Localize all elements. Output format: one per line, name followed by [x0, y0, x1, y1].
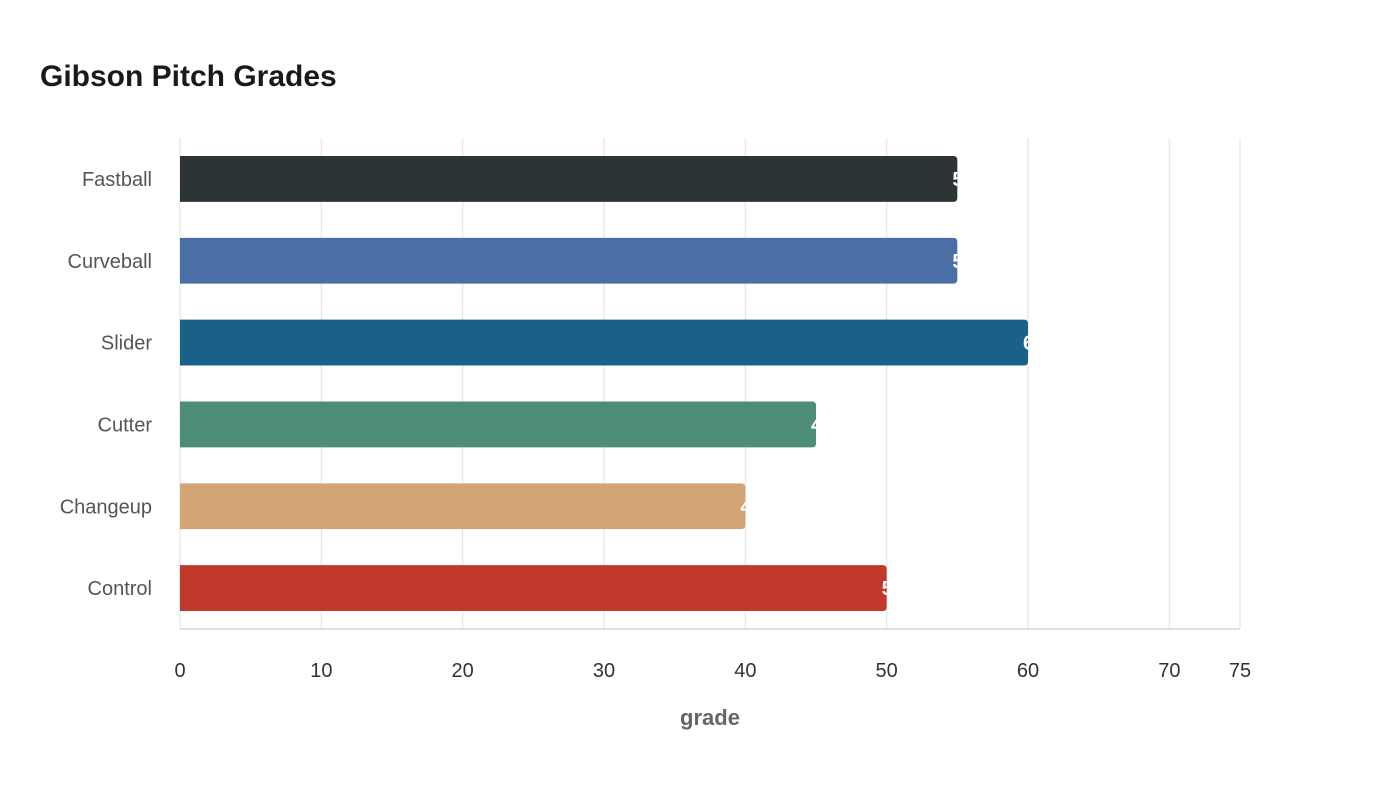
category-label: Slider — [101, 333, 152, 355]
chart-title: Gibson Pitch Grades — [40, 60, 337, 93]
category-label: Curveball — [68, 251, 152, 273]
x-tick-label: 20 — [452, 660, 474, 682]
x-tick-label: 0 — [174, 660, 185, 682]
x-axis-title: grade — [680, 705, 740, 730]
bar-cutter — [180, 401, 816, 448]
value-label: 60 — [1023, 333, 1045, 355]
bar-fastball — [180, 156, 958, 202]
grid-lines — [179, 138, 1241, 629]
value-label: 55 — [952, 251, 974, 273]
value-label: 45 — [811, 414, 833, 436]
bar-control — [180, 565, 887, 611]
x-tick-label: 10 — [310, 660, 332, 682]
category-label: Cutter — [98, 414, 153, 436]
value-label: 50 — [882, 578, 904, 600]
x-tick-label: 50 — [876, 660, 898, 682]
x-tick-label: 75 — [1229, 660, 1251, 682]
value-label: 55 — [952, 169, 974, 191]
x-tick-label: 40 — [734, 660, 756, 682]
category-label: Control — [88, 578, 152, 600]
axes: 0 10 20 30 40 50 60 70 75 Fastball Curveball Slider… — [60, 169, 1251, 682]
bars: 55 55 60 45 40 50 — [180, 156, 1045, 611]
category-label: Changeup — [60, 496, 152, 518]
bar-changeup — [180, 483, 746, 530]
category-label: Fastball — [82, 169, 152, 191]
x-tick-label: 30 — [593, 660, 615, 682]
bar-slider — [180, 319, 1028, 366]
bar-curveball — [180, 237, 958, 284]
x-tick-label: 70 — [1158, 660, 1180, 682]
x-tick-label: 60 — [1017, 660, 1039, 682]
value-label: 40 — [740, 496, 762, 518]
